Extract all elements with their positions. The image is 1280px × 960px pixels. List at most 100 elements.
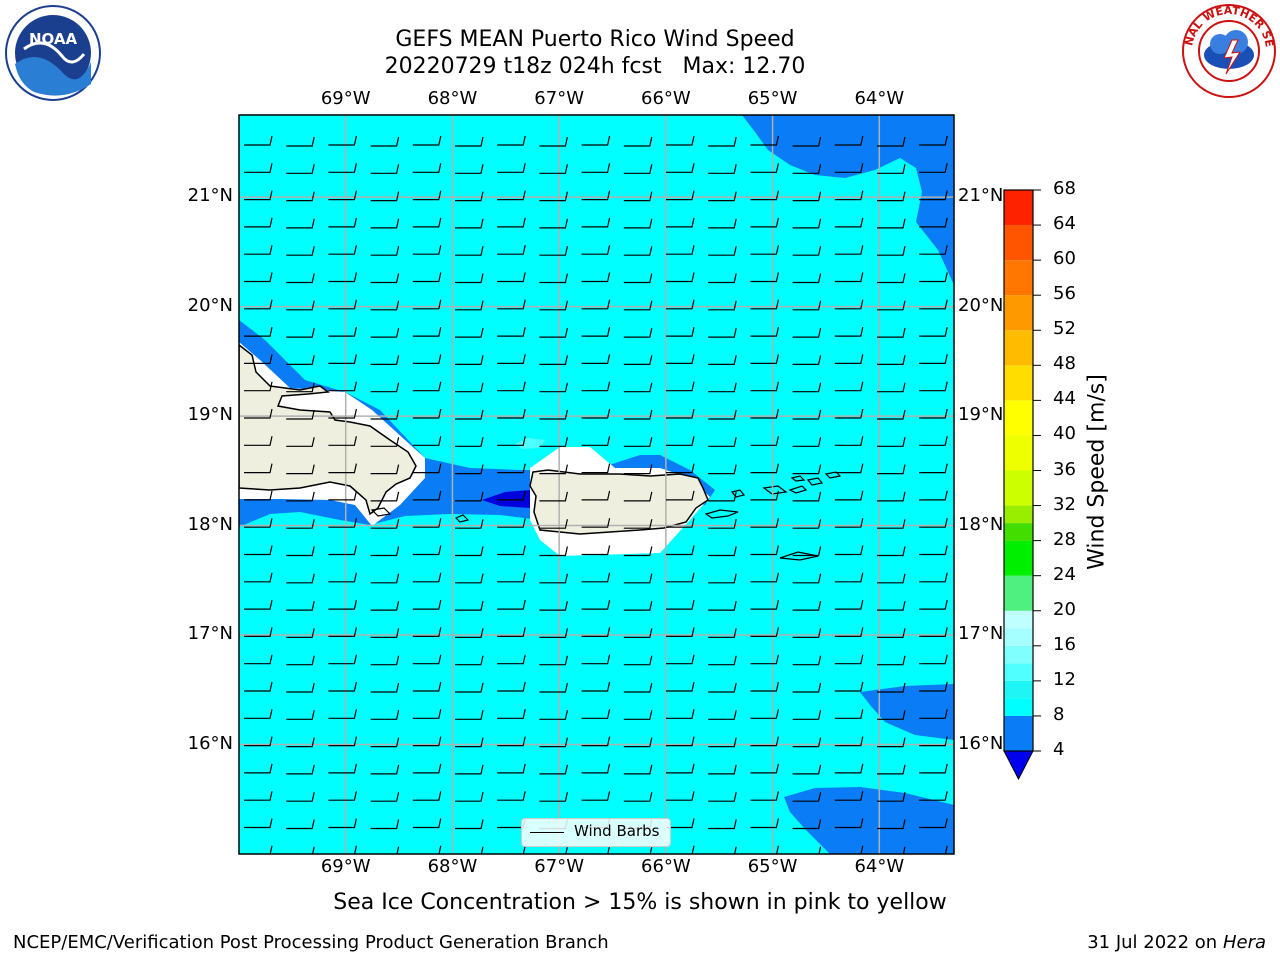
- colorbar-tick-label: 60: [1053, 248, 1076, 270]
- wind-barb: [244, 545, 273, 556]
- wind-barb: [539, 519, 568, 529]
- wind-barb: [607, 845, 611, 854]
- wind-barb: [750, 245, 779, 255]
- wind-barb: [877, 519, 906, 529]
- wind-barb: [877, 819, 906, 830]
- wind-barb: [539, 710, 568, 720]
- wind-barb: [244, 490, 273, 501]
- wind-barb: [919, 272, 948, 283]
- wind-barb: [455, 218, 484, 229]
- map-subtitle: 20220729 t18z 024h fcst Max: 12.70: [384, 54, 806, 79]
- wind-barb: [328, 599, 357, 610]
- wind-barb: [497, 190, 526, 201]
- wind-barb: [834, 627, 864, 637]
- wind-barb: [877, 300, 906, 311]
- wind-barb: [581, 326, 611, 337]
- wind-barb: [539, 737, 568, 748]
- wind-barb: [328, 135, 357, 146]
- wind-barb: [666, 436, 695, 446]
- machine-name: Hera: [1222, 932, 1266, 953]
- wind-barb: [455, 273, 484, 284]
- wind-barb: [328, 326, 357, 337]
- wind-barb: [412, 681, 442, 692]
- wind-barb: [286, 437, 315, 447]
- coordinate-label: 17°N: [187, 623, 233, 645]
- wind-barb: [623, 437, 653, 447]
- wind-barb: [497, 763, 526, 774]
- wind-barb: [539, 437, 568, 447]
- wind-barb: [412, 190, 442, 201]
- wind-barb: [666, 272, 695, 283]
- wind-barb: [750, 436, 779, 446]
- coordinate-label: 69°W: [320, 88, 371, 109]
- wind-barb: [370, 136, 400, 147]
- wind-barb: [877, 600, 906, 611]
- wind-barb: [286, 764, 315, 775]
- colorbar-tick-label: 12: [1053, 668, 1076, 690]
- wind-barb: [455, 437, 484, 447]
- wind-barb: [539, 628, 568, 638]
- colorbar-segment: [1004, 628, 1033, 646]
- wind-barb: [666, 163, 695, 173]
- wind-barb: [412, 572, 442, 583]
- wind-barb: [834, 217, 864, 228]
- wind-barb: [623, 792, 653, 802]
- wind-barb: [370, 819, 400, 830]
- wind-barb: [708, 682, 737, 693]
- wind-barb: [708, 600, 737, 611]
- wind-barb: [919, 463, 948, 474]
- colorbar-tick-label: 32: [1053, 493, 1076, 515]
- wind-barb: [792, 764, 822, 775]
- wind-barb: [708, 546, 737, 557]
- wind-barb: [455, 628, 484, 638]
- wind-barb: [919, 736, 948, 747]
- wind-barb: [539, 246, 568, 256]
- wind-barb: [581, 791, 611, 801]
- wind-barb: [522, 845, 526, 854]
- wind-barb: [834, 518, 864, 528]
- wind-barb: [497, 217, 526, 228]
- sea-ice-note: Sea Ice Concentration > 15% is shown in …: [333, 890, 947, 915]
- wind-barb: [412, 518, 442, 528]
- wind-barb: [877, 437, 906, 447]
- wind-barb: [286, 546, 315, 557]
- wind-barb: [708, 464, 737, 475]
- wind-barb: [877, 491, 906, 502]
- colorbar-segment: [1004, 190, 1033, 226]
- wind-barb: [328, 463, 357, 474]
- wind-barb: [623, 519, 653, 529]
- producer-credit: NCEP/EMC/Verification Post Processing Pr…: [13, 932, 609, 953]
- wind-barb: [539, 327, 568, 338]
- wind-barb: [877, 464, 906, 475]
- wind-barb: [877, 191, 906, 202]
- wind-barb: [286, 792, 315, 802]
- colorbar-tick-label: 44: [1053, 388, 1076, 410]
- wind-barb: [750, 217, 779, 228]
- wind-barb: [834, 163, 864, 173]
- wind-barb: [666, 681, 695, 692]
- wind-barb: [412, 299, 442, 310]
- wind-barb: [623, 273, 653, 284]
- wind-barb: [834, 245, 864, 255]
- wind-barb: [286, 191, 315, 202]
- wind-barb: [708, 327, 737, 338]
- wind-barb: [750, 763, 779, 774]
- wind-barb: [455, 600, 484, 611]
- wind-barb: [919, 190, 948, 201]
- wind-barb: [455, 246, 484, 256]
- wind-barb: [539, 491, 568, 502]
- wind-barb: [792, 409, 822, 420]
- colorbar-tick-label: 52: [1053, 318, 1076, 340]
- wind-barb: [792, 246, 822, 256]
- wind-barb: [455, 737, 484, 748]
- wind-barb: [834, 326, 864, 337]
- coordinate-label: 66°W: [641, 88, 691, 109]
- wind-barb: [539, 409, 568, 420]
- wind-barb: [792, 573, 822, 584]
- wind-barb: [877, 682, 906, 693]
- wind-barb: [539, 191, 568, 202]
- wind-barb: [666, 599, 695, 610]
- coordinate-label: 17°N: [958, 623, 1004, 645]
- wind-barb: [412, 463, 442, 474]
- colorbar-tick-label: 8: [1053, 703, 1065, 725]
